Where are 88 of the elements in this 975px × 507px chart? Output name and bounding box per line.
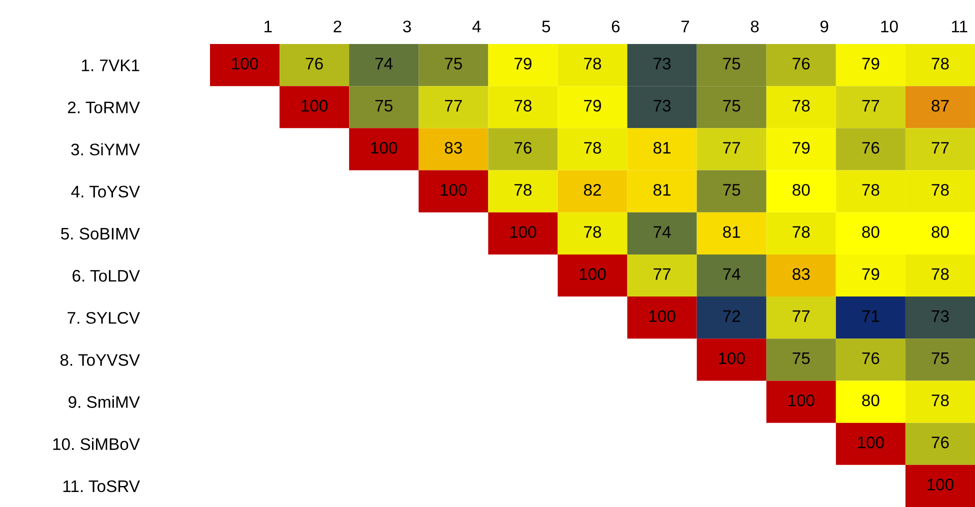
data-label: 77: [654, 268, 670, 280]
y-tick-label: 11. ToSRV: [63, 480, 140, 492]
data-label: 78: [932, 394, 949, 406]
data-label: 77: [862, 100, 880, 112]
y-tick-label: 3. SiYMV: [71, 143, 140, 156]
data-label: 75: [444, 58, 462, 70]
data-label: 78: [932, 184, 949, 196]
x-tick-label: 5: [542, 20, 550, 32]
data-label: 76: [306, 58, 323, 70]
data-label: 74: [654, 226, 671, 238]
data-label: 78: [584, 226, 602, 238]
data-label: 80: [932, 226, 949, 238]
data-label: 100: [232, 58, 258, 70]
data-label: 82: [584, 184, 601, 196]
data-label: 75: [792, 352, 810, 364]
x-tick-label: 6: [612, 20, 620, 32]
data-label: 76: [792, 58, 810, 70]
x-tick-label: 7: [681, 20, 690, 32]
data-label: 80: [792, 184, 810, 196]
data-label: 78: [792, 100, 810, 112]
data-label: 100: [858, 436, 884, 448]
data-label: 71: [862, 310, 880, 322]
x-tick-label: 4: [472, 20, 481, 32]
data-label: 100: [302, 100, 328, 112]
data-label: 76: [514, 142, 532, 154]
data-label: 100: [580, 268, 606, 280]
data-label: 76: [932, 436, 949, 448]
data-label: 78: [862, 184, 880, 196]
y-tick-label: 2. ToRMV: [68, 102, 140, 114]
data-label: 100: [788, 394, 814, 406]
data-label: 100: [510, 226, 536, 238]
data-label: 79: [584, 100, 601, 112]
data-label: 77: [444, 100, 462, 112]
data-label: 78: [932, 268, 949, 280]
data-label: 81: [654, 142, 670, 154]
data-label: 81: [723, 226, 740, 238]
data-label: 75: [932, 352, 949, 364]
y-tick-label: 5. SoBIMV: [61, 228, 140, 240]
x-tick-label: 3: [403, 20, 411, 32]
data-label: 78: [514, 100, 532, 112]
x-tick-label: 10: [881, 20, 898, 32]
data-label: 75: [723, 100, 740, 112]
data-label: 78: [584, 58, 602, 70]
data-label: 79: [514, 58, 532, 70]
data-label: 100: [371, 142, 398, 154]
x-tick-label: 8: [750, 20, 759, 32]
data-label: 100: [440, 184, 467, 196]
data-label: 75: [723, 58, 740, 70]
data-label: 78: [932, 58, 949, 70]
y-tick-label: 9. SmiMV: [68, 396, 140, 408]
data-label: 77: [932, 142, 949, 154]
data-label: 79: [792, 142, 810, 154]
y-tick-label: 7. SYLCV: [68, 312, 140, 324]
data-label: 73: [932, 310, 949, 322]
data-label: 77: [792, 310, 810, 322]
data-label: 77: [723, 142, 740, 154]
y-tick-label: 10. SiMBoV: [53, 438, 140, 450]
data-label: 78: [584, 142, 602, 154]
x-tick-label: 11: [952, 20, 968, 32]
data-label: 72: [723, 310, 740, 322]
y-tick-label: 4. ToYSV: [71, 186, 140, 198]
data-label: 100: [928, 478, 954, 490]
data-label: 83: [792, 268, 810, 280]
data-label: 80: [862, 394, 880, 406]
data-label: 81: [654, 184, 670, 196]
data-label: 79: [862, 268, 880, 280]
x-tick-label: 1: [264, 20, 272, 32]
data-label: 76: [862, 142, 880, 154]
data-label: 83: [444, 142, 462, 154]
data-label: 75: [375, 100, 392, 112]
data-label: 76: [862, 352, 880, 364]
data-label: 100: [718, 352, 745, 364]
x-tick-label: 9: [820, 20, 828, 32]
data-label: 78: [792, 226, 810, 238]
y-tick-label: 1. 7VK1: [82, 60, 140, 72]
y-tick-label: 6. ToLDV: [72, 270, 140, 282]
data-label: 75: [723, 184, 740, 196]
data-label: 100: [649, 310, 676, 322]
data-label: 74: [723, 268, 740, 280]
data-label: 73: [654, 58, 671, 70]
data-label: 80: [862, 226, 880, 238]
data-label: 79: [862, 58, 880, 70]
data-label: 74: [375, 58, 393, 70]
x-tick-label: 2: [334, 20, 342, 32]
data-label: 78: [514, 184, 532, 196]
y-tick-label: 8. ToYVSV: [60, 354, 140, 366]
data-label: 73: [654, 100, 671, 112]
data-label: 87: [932, 100, 949, 112]
